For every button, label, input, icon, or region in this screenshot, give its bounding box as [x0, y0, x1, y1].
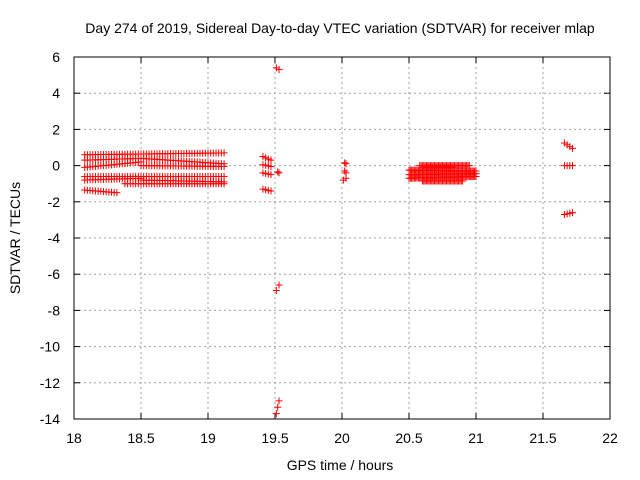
data-points — [81, 64, 576, 418]
series-col-20-b — [341, 167, 350, 177]
data-point — [275, 66, 283, 74]
data-point — [220, 149, 228, 157]
x-tick-label: 18 — [66, 430, 82, 446]
x-tick-label: 22 — [602, 430, 618, 446]
data-point — [267, 171, 275, 179]
data-point — [448, 163, 456, 171]
series-cluster-2 — [259, 161, 275, 171]
data-point — [272, 410, 280, 418]
series-spike-4 — [272, 397, 283, 418]
y-axis-label: SDTVAR / TECUs — [7, 182, 23, 294]
series-track-a — [81, 149, 228, 159]
data-point — [274, 168, 282, 176]
y-tick-label: 0 — [52, 158, 60, 174]
series-col-20-a — [341, 159, 350, 168]
data-point — [459, 177, 467, 185]
chart-title: Day 274 of 2019, Sidereal Day-to-day VTE… — [85, 20, 595, 36]
series-end-1 — [560, 139, 576, 152]
data-point — [275, 281, 283, 289]
x-tick-label: 18.5 — [127, 430, 154, 446]
data-point — [267, 156, 275, 164]
data-point — [568, 144, 576, 152]
series-end-3 — [560, 209, 576, 218]
data-point — [342, 160, 350, 168]
tick-labels: 18 18.5 19 19.5 20 20.5 21 21.5 22-14-12-10-8-6-… — [40, 49, 618, 446]
x-axis-label: GPS time / hours — [287, 457, 394, 473]
data-point — [341, 159, 349, 167]
x-tick-label: 20 — [334, 430, 350, 446]
series-cluster-3 — [259, 169, 275, 179]
data-point — [220, 163, 228, 171]
series-spike-2 — [274, 168, 283, 177]
data-point — [113, 189, 121, 197]
y-tick-label: -4 — [48, 230, 61, 246]
series-track-e — [137, 162, 228, 171]
data-point — [220, 180, 228, 188]
series-end-2 — [560, 162, 576, 170]
series-band-5 — [418, 177, 467, 185]
series-track-i — [121, 180, 228, 188]
grid — [74, 57, 610, 419]
y-tick-label: 2 — [52, 121, 60, 137]
series-col-20-c — [339, 174, 350, 184]
data-point — [275, 169, 283, 177]
series-cluster-4 — [259, 185, 275, 195]
data-point — [465, 162, 473, 170]
data-point — [272, 286, 280, 294]
x-tick-label: 20.5 — [395, 430, 422, 446]
x-tick-label: 21 — [468, 430, 484, 446]
y-tick-label: -12 — [40, 375, 60, 391]
data-point — [342, 174, 350, 182]
plot-frame — [73, 56, 611, 420]
series-spike-1 — [272, 64, 283, 74]
x-tick-label: 19 — [200, 430, 216, 446]
y-tick-label: -8 — [48, 302, 61, 318]
data-point — [568, 162, 576, 170]
x-tick-label: 21.5 — [529, 430, 556, 446]
series-band-6 — [421, 163, 456, 171]
data-point — [267, 163, 275, 171]
data-point — [274, 403, 282, 411]
series-cluster-1 — [259, 153, 275, 164]
y-tick-label: -2 — [48, 194, 61, 210]
data-point — [341, 167, 349, 175]
y-tick-label: 6 — [52, 49, 60, 65]
y-tick-label: -14 — [40, 411, 60, 427]
data-point — [568, 209, 576, 217]
data-point — [472, 172, 480, 180]
data-point — [275, 397, 283, 405]
x-tick-label: 19.5 — [261, 430, 288, 446]
y-tick-label: -10 — [40, 339, 60, 355]
y-tick-label: -6 — [48, 266, 61, 282]
data-point — [267, 187, 275, 195]
y-tick-label: 4 — [52, 85, 60, 101]
series-track-j — [81, 186, 121, 197]
series-spike-3 — [272, 281, 283, 294]
